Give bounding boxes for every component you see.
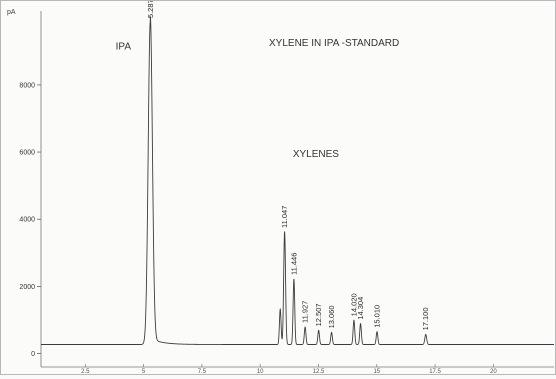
x-tick-label: 5 (142, 369, 146, 374)
ticks: 0 2000 4000 6000 8000 2.5 5 7.5 10 12.5 15 17.5 20 (19, 82, 497, 375)
trace-group (41, 16, 554, 345)
y-tick-label: 6000 (19, 150, 35, 157)
peak-label: 14.020 (349, 293, 358, 316)
peak-label: 11.047 (280, 206, 289, 228)
peak-label: 17.100 (421, 307, 430, 330)
y-unit-label: pA (7, 9, 16, 16)
x-tick-label: 12.5 (313, 369, 325, 374)
annotation-label: IPA (116, 42, 132, 53)
peak-label: 14.304 (356, 297, 365, 320)
chart-title: XYLENE IN IPA -STANDARD (269, 38, 399, 49)
x-tick-label: 20 (490, 369, 497, 374)
peak-label: 12.507 (314, 303, 323, 326)
x-tick-label: 7.5 (198, 369, 207, 374)
x-tick-label: 17.5 (429, 369, 441, 374)
peak-label: 13.060 (327, 305, 336, 328)
y-tick-label: 2000 (19, 284, 35, 291)
peak-label: 15.010 (373, 305, 382, 328)
chromatogram-trace (41, 16, 554, 345)
y-tick-label: 0 (31, 351, 35, 358)
x-tick-label: 15 (373, 369, 380, 374)
x-tick-label: 10 (257, 369, 264, 374)
labels: pA 5.287 11.047 11.446 11.927 12.507 13.060 14.… (7, 0, 430, 330)
y-tick-label: 4000 (19, 217, 35, 224)
peak-label: 11.446 (289, 253, 298, 275)
annotation-label: XYLENES (293, 149, 339, 160)
peak-label: 5.287 (146, 1, 155, 18)
x-tick-label: 2.5 (81, 369, 90, 374)
y-tick-label: 8000 (19, 82, 35, 89)
axes (40, 11, 554, 368)
peak-label: 11.927 (301, 301, 310, 323)
